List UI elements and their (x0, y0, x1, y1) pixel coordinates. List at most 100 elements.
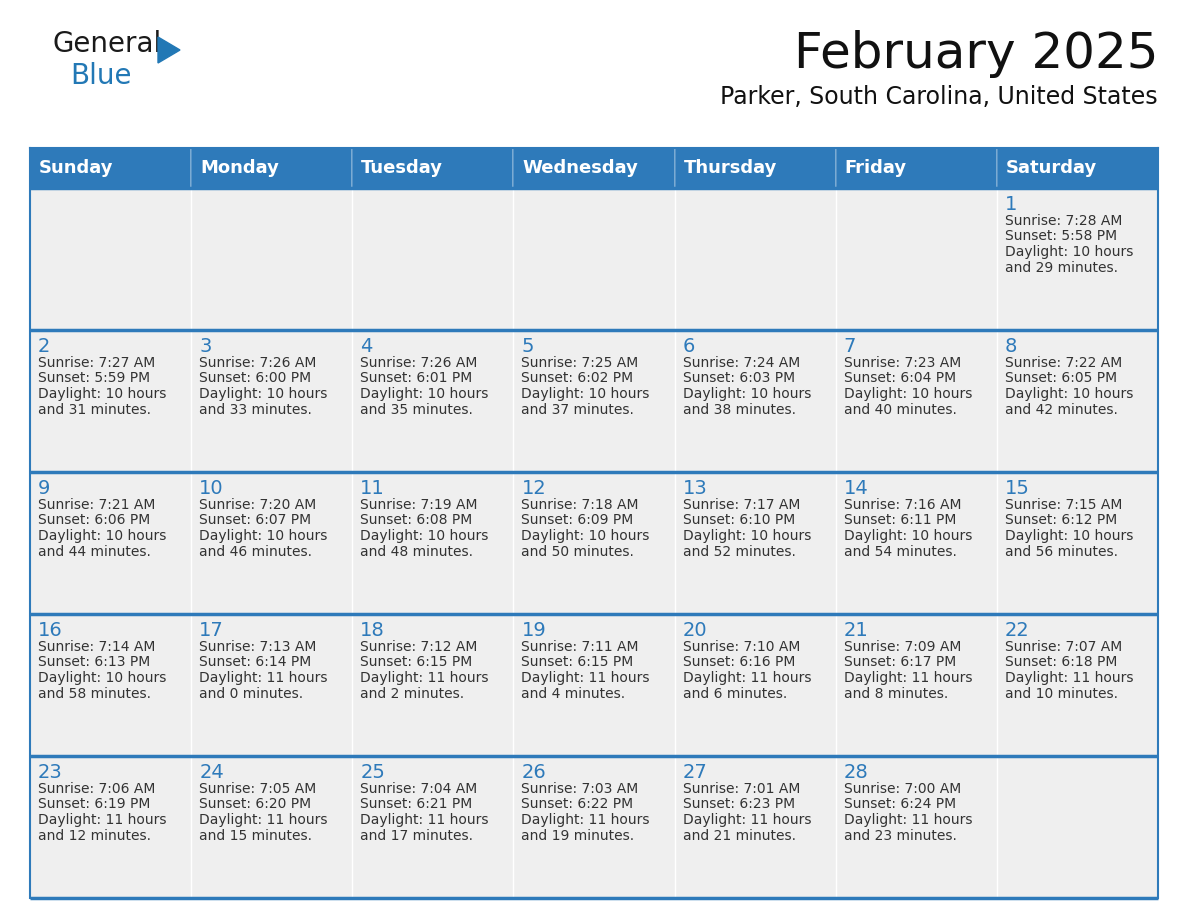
Bar (513, 148, 675, 188)
Text: General: General (52, 30, 162, 58)
Text: and 12 minutes.: and 12 minutes. (38, 829, 151, 843)
Text: 10: 10 (200, 479, 223, 498)
Bar (353, 614, 513, 756)
Bar (997, 148, 1158, 188)
Text: Sunrise: 7:09 AM: Sunrise: 7:09 AM (843, 640, 961, 654)
Bar (513, 756, 675, 898)
Text: Sunset: 6:22 PM: Sunset: 6:22 PM (522, 798, 633, 812)
Text: Sunset: 6:12 PM: Sunset: 6:12 PM (1005, 513, 1117, 528)
Text: Monday: Monday (200, 159, 279, 177)
Text: 2: 2 (38, 337, 50, 356)
Text: and 17 minutes.: and 17 minutes. (360, 829, 473, 843)
Text: 1: 1 (1005, 195, 1017, 214)
Text: 5: 5 (522, 337, 533, 356)
Bar (353, 188, 513, 330)
Text: Daylight: 11 hours: Daylight: 11 hours (683, 671, 811, 685)
Bar (191, 148, 353, 188)
Text: and 29 minutes.: and 29 minutes. (1005, 261, 1118, 274)
Text: 12: 12 (522, 479, 546, 498)
Text: Sunset: 6:00 PM: Sunset: 6:00 PM (200, 372, 311, 386)
Text: Sunrise: 7:06 AM: Sunrise: 7:06 AM (38, 782, 156, 796)
Text: 27: 27 (683, 763, 707, 782)
Text: and 19 minutes.: and 19 minutes. (522, 829, 634, 843)
Text: Sunday: Sunday (39, 159, 114, 177)
Bar (675, 756, 835, 898)
Text: Sunset: 6:04 PM: Sunset: 6:04 PM (843, 372, 956, 386)
Text: Sunset: 6:21 PM: Sunset: 6:21 PM (360, 798, 473, 812)
Text: Sunrise: 7:22 AM: Sunrise: 7:22 AM (1005, 356, 1123, 370)
Text: February 2025: February 2025 (794, 30, 1158, 78)
Text: 18: 18 (360, 621, 385, 640)
Text: and 4 minutes.: and 4 minutes. (522, 687, 626, 700)
Text: 22: 22 (1005, 621, 1030, 640)
Text: Sunrise: 7:18 AM: Sunrise: 7:18 AM (522, 498, 639, 512)
Text: and 44 minutes.: and 44 minutes. (38, 544, 151, 558)
Text: Sunrise: 7:17 AM: Sunrise: 7:17 AM (683, 498, 800, 512)
Bar (675, 188, 835, 330)
Bar (30, 330, 191, 472)
Text: and 21 minutes.: and 21 minutes. (683, 829, 796, 843)
Text: 6: 6 (683, 337, 695, 356)
Text: and 42 minutes.: and 42 minutes. (1005, 402, 1118, 417)
Text: Sunset: 6:03 PM: Sunset: 6:03 PM (683, 372, 795, 386)
Text: Daylight: 10 hours: Daylight: 10 hours (200, 387, 328, 401)
Text: 14: 14 (843, 479, 868, 498)
Bar (513, 330, 675, 472)
Text: 25: 25 (360, 763, 385, 782)
Text: Wednesday: Wednesday (523, 159, 638, 177)
Text: Sunrise: 7:23 AM: Sunrise: 7:23 AM (843, 356, 961, 370)
Bar (675, 472, 835, 614)
Text: Tuesday: Tuesday (361, 159, 443, 177)
Text: 7: 7 (843, 337, 857, 356)
Bar (675, 330, 835, 472)
Text: Sunset: 6:07 PM: Sunset: 6:07 PM (200, 513, 311, 528)
Bar (675, 148, 835, 188)
Text: Sunset: 6:01 PM: Sunset: 6:01 PM (360, 372, 473, 386)
Text: 9: 9 (38, 479, 50, 498)
Bar (353, 148, 513, 188)
Text: Daylight: 11 hours: Daylight: 11 hours (843, 671, 972, 685)
Bar (191, 756, 353, 898)
Text: Sunrise: 7:00 AM: Sunrise: 7:00 AM (843, 782, 961, 796)
Bar (191, 472, 353, 614)
Text: Sunset: 6:19 PM: Sunset: 6:19 PM (38, 798, 151, 812)
Text: 19: 19 (522, 621, 546, 640)
Text: Sunrise: 7:24 AM: Sunrise: 7:24 AM (683, 356, 800, 370)
Text: 26: 26 (522, 763, 546, 782)
Bar (353, 472, 513, 614)
Text: Sunrise: 7:19 AM: Sunrise: 7:19 AM (360, 498, 478, 512)
Text: Sunset: 6:02 PM: Sunset: 6:02 PM (522, 372, 633, 386)
Text: and 33 minutes.: and 33 minutes. (200, 402, 312, 417)
Text: Blue: Blue (70, 62, 132, 90)
Text: and 46 minutes.: and 46 minutes. (200, 544, 312, 558)
Text: Sunset: 6:15 PM: Sunset: 6:15 PM (522, 655, 633, 669)
Text: and 31 minutes.: and 31 minutes. (38, 402, 151, 417)
Bar (30, 614, 191, 756)
Polygon shape (158, 37, 181, 63)
Text: Sunset: 6:17 PM: Sunset: 6:17 PM (843, 655, 956, 669)
Text: Daylight: 10 hours: Daylight: 10 hours (38, 671, 166, 685)
Text: Sunrise: 7:28 AM: Sunrise: 7:28 AM (1005, 214, 1123, 228)
Text: Sunrise: 7:11 AM: Sunrise: 7:11 AM (522, 640, 639, 654)
Text: Daylight: 11 hours: Daylight: 11 hours (360, 813, 488, 827)
Text: Daylight: 10 hours: Daylight: 10 hours (1005, 245, 1133, 259)
Text: Daylight: 10 hours: Daylight: 10 hours (200, 529, 328, 543)
Text: Sunrise: 7:12 AM: Sunrise: 7:12 AM (360, 640, 478, 654)
Text: Daylight: 11 hours: Daylight: 11 hours (1005, 671, 1133, 685)
Bar (675, 614, 835, 756)
Text: and 54 minutes.: and 54 minutes. (843, 544, 956, 558)
Bar (30, 188, 191, 330)
Bar (997, 330, 1158, 472)
Text: Daylight: 11 hours: Daylight: 11 hours (38, 813, 166, 827)
Bar (997, 188, 1158, 330)
Text: and 58 minutes.: and 58 minutes. (38, 687, 151, 700)
Text: 21: 21 (843, 621, 868, 640)
Text: Daylight: 11 hours: Daylight: 11 hours (360, 671, 488, 685)
Text: Daylight: 10 hours: Daylight: 10 hours (360, 387, 488, 401)
Bar (191, 614, 353, 756)
Bar (191, 330, 353, 472)
Text: Sunset: 6:10 PM: Sunset: 6:10 PM (683, 513, 795, 528)
Bar (835, 330, 997, 472)
Bar (835, 148, 997, 188)
Text: Daylight: 10 hours: Daylight: 10 hours (1005, 529, 1133, 543)
